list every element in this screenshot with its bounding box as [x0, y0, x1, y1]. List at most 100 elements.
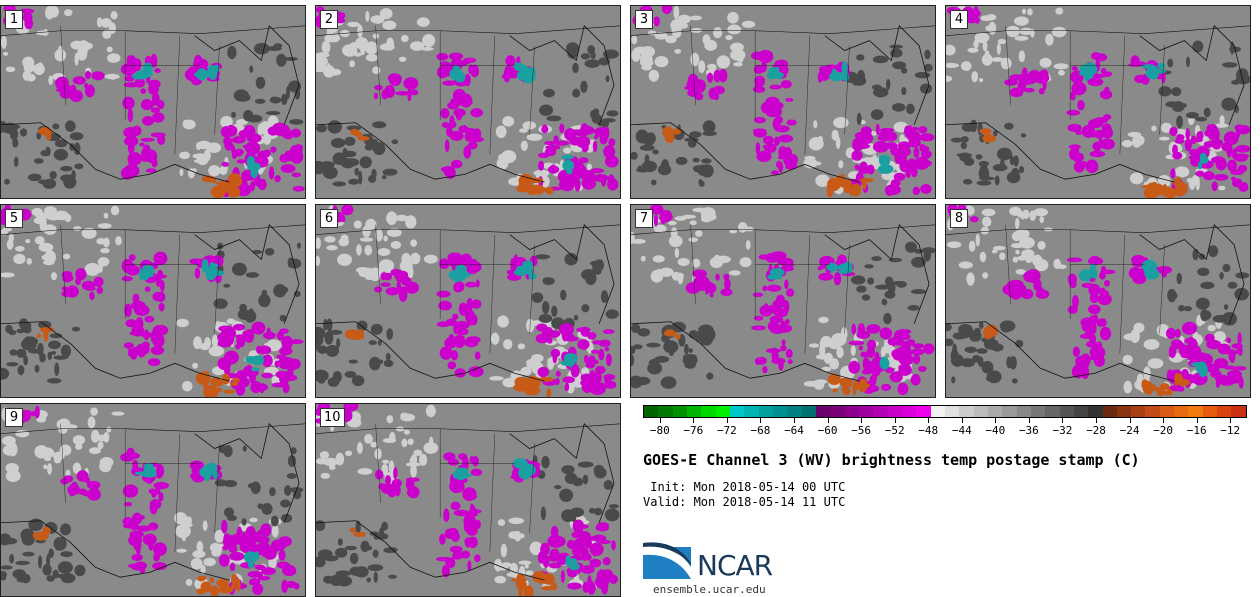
cold-cloud-top-shape — [281, 335, 293, 350]
cold-cloud-top-shape — [560, 324, 568, 329]
cold-cloud-top-shape — [131, 324, 145, 337]
cold-cloud-top-shape — [267, 126, 279, 136]
cold-cloud-top-shape — [447, 101, 459, 110]
moist-band-shape — [654, 55, 669, 68]
colorbar-swatch — [1088, 406, 1103, 417]
cold-cloud-top-shape — [759, 304, 773, 317]
cold-cloud-top-shape — [464, 537, 472, 548]
cold-cloud-top-shape — [1189, 339, 1198, 351]
dry-region-shape — [675, 156, 688, 166]
ensemble-member-panel-1[interactable]: 1 — [0, 5, 306, 199]
cold-cloud-top-shape — [122, 517, 134, 527]
cold-cloud-top-shape — [560, 179, 575, 192]
border-line — [946, 25, 1250, 36]
cold-cloud-top-shape — [291, 172, 302, 178]
moist-band-shape — [215, 320, 221, 329]
cold-cloud-top-shape — [560, 569, 565, 584]
warm-dry-region-shape — [984, 324, 998, 338]
cold-cloud-top-shape — [587, 378, 597, 385]
ncar-url[interactable]: ensemble.ucar.edu — [653, 583, 766, 596]
moist-band-shape — [960, 61, 972, 72]
dry-region-shape — [950, 349, 959, 362]
moist-band-shape — [1021, 8, 1027, 15]
moist-band-shape — [813, 380, 825, 390]
dry-region-shape — [1013, 155, 1019, 167]
dry-region-shape — [554, 484, 562, 490]
moist-band-shape — [729, 229, 738, 234]
cold-cloud-top-shape — [1067, 123, 1082, 132]
cold-cloud-top-shape — [383, 272, 393, 281]
moist-band-shape — [502, 377, 517, 388]
dry-region-shape — [60, 551, 73, 558]
very-cold-cloud-top-shape — [1146, 65, 1159, 78]
border-line — [631, 321, 860, 382]
ensemble-member-panel-3[interactable]: 3 — [630, 5, 936, 199]
ensemble-member-panel-9[interactable]: 9 — [0, 403, 306, 597]
dry-region-shape — [1178, 305, 1185, 312]
dry-region-shape — [976, 348, 988, 354]
moist-band-shape — [838, 160, 844, 169]
cold-cloud-top-shape — [61, 290, 72, 298]
cold-cloud-top-shape — [875, 123, 880, 136]
cold-cloud-top-shape — [585, 362, 596, 369]
cold-cloud-top-shape — [282, 382, 290, 394]
dry-region-shape — [1174, 90, 1180, 96]
moist-band-shape — [702, 34, 711, 45]
panel-label: 9 — [5, 408, 23, 427]
colorbar-tick-mark — [760, 418, 762, 423]
moist-band-shape — [490, 332, 500, 345]
cold-cloud-top-shape — [449, 115, 455, 129]
dry-region-shape — [598, 57, 610, 66]
cold-cloud-top-shape — [148, 522, 159, 531]
moist-band-shape — [631, 48, 641, 62]
ensemble-member-panel-4[interactable]: 4 — [945, 5, 1251, 199]
moist-band-shape — [350, 411, 362, 425]
very-cold-cloud-top-shape — [528, 272, 537, 280]
moist-band-shape — [667, 220, 677, 226]
dry-region-shape — [19, 128, 28, 137]
ensemble-member-panel-6[interactable]: 6 — [315, 204, 621, 398]
cold-cloud-top-shape — [898, 364, 905, 371]
cold-cloud-top-shape — [150, 53, 158, 68]
moist-band-shape — [103, 212, 109, 219]
cold-cloud-top-shape — [257, 345, 272, 355]
moist-band-shape — [2, 51, 9, 56]
ensemble-member-panel-5[interactable]: 5 — [0, 204, 306, 398]
cold-cloud-top-shape — [448, 52, 464, 60]
cold-cloud-top-shape — [762, 285, 768, 292]
cold-cloud-top-shape — [1038, 88, 1045, 95]
dry-region-shape — [644, 154, 650, 165]
moist-band-shape — [39, 219, 48, 232]
moist-band-shape — [202, 520, 208, 531]
moist-band-shape — [1045, 33, 1054, 46]
dry-region-shape — [700, 164, 714, 178]
moist-band-shape — [383, 235, 388, 242]
cold-cloud-top-shape — [380, 282, 391, 287]
dry-region-shape — [6, 362, 19, 367]
ensemble-member-panel-8[interactable]: 8 — [945, 204, 1251, 398]
dry-region-shape — [1192, 248, 1199, 261]
cold-cloud-top-shape — [336, 12, 346, 20]
ensemble-member-panel-7[interactable]: 7 — [630, 204, 936, 398]
ensemble-member-panel-2[interactable]: 2 — [315, 5, 621, 199]
moist-band-shape — [353, 220, 362, 229]
dry-region-shape — [322, 166, 338, 179]
moist-band-shape — [75, 443, 83, 450]
ensemble-member-panel-10[interactable]: 10 — [315, 403, 621, 597]
dry-region-shape — [1197, 267, 1210, 277]
dry-region-shape — [1223, 304, 1229, 310]
dry-region-shape — [605, 309, 619, 319]
cold-cloud-top-shape — [439, 258, 450, 270]
cold-cloud-top-shape — [1161, 267, 1168, 278]
moist-band-shape — [324, 236, 336, 243]
dry-region-shape — [1222, 263, 1231, 273]
dry-region-shape — [692, 157, 700, 163]
cold-cloud-top-shape — [893, 172, 906, 181]
dry-region-shape — [974, 327, 981, 334]
cold-cloud-top-shape — [261, 567, 276, 576]
cold-cloud-top-shape — [1085, 328, 1095, 338]
border-line — [316, 423, 620, 434]
dry-region-shape — [573, 314, 579, 321]
cold-cloud-top-shape — [89, 291, 95, 301]
ncar-logo-icon[interactable] — [643, 541, 793, 583]
